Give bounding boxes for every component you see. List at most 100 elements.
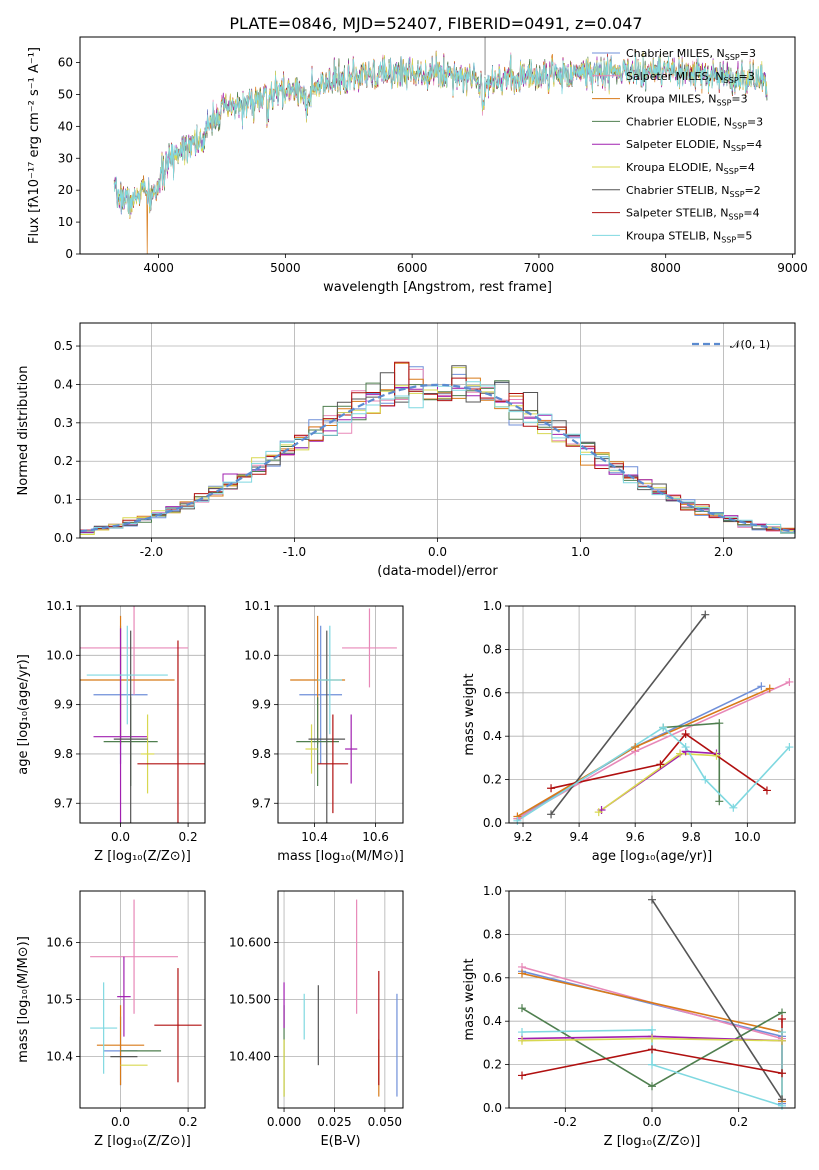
y-tick-label: 9.8 (252, 747, 271, 761)
errorbar-point-3 (296, 697, 339, 787)
y-tick-label: 0.0 (483, 1101, 502, 1115)
weight-marker (715, 719, 724, 728)
legend-sub: SSP (724, 76, 739, 85)
y-tick-label: 10.1 (244, 599, 271, 613)
x-tick-label: 0.0 (111, 830, 130, 844)
legend-name: Salpeter MILES, N (626, 70, 724, 83)
weight-marker (518, 1036, 526, 1045)
legend-name: Chabrier ELODIE, N (626, 115, 732, 128)
weight-marker (681, 743, 690, 752)
legend-sub: SSP (716, 99, 731, 108)
y-axis-label: mass [log₁₀(M/M⊙)] (16, 936, 31, 1063)
weight-marker (547, 810, 556, 819)
x-axis-label: Z [log₁₀(Z/Z⊙)] (94, 1134, 191, 1149)
y-tick-label: 0.4 (54, 377, 73, 391)
x-tick-label: 9000 (777, 261, 808, 275)
weight-marker (715, 797, 724, 806)
x-tick-label: 1.0 (571, 545, 590, 559)
y-axis-label: mass weight (462, 673, 477, 755)
weight-marker (648, 1060, 656, 1069)
weight-marker (648, 1045, 656, 1054)
weight-series-7 (550, 732, 768, 792)
legend-entry-normal: 𝒩(0, 1) (730, 338, 770, 351)
y-tick-label: 10.0 (244, 648, 271, 662)
weight-marker (659, 723, 668, 732)
y-axis-label: mass weight (462, 958, 477, 1040)
plot-area (90, 899, 202, 1086)
legend-n: =3 (740, 47, 756, 60)
weight-marker (681, 730, 690, 739)
weight-marker (778, 1028, 786, 1037)
weight-marker (518, 969, 526, 978)
legend-name: Salpeter ELODIE, N (626, 138, 731, 151)
errorbar-point-2 (96, 1005, 145, 1086)
y-tick-label: 0.1 (54, 493, 73, 507)
x-tick-label: 4000 (143, 261, 174, 275)
x-tick-label: 9.2 (513, 830, 532, 844)
plot-area (290, 608, 397, 823)
y-axis-label: Flux [fλ10⁻¹⁷ erg cm⁻² s⁻¹ A⁻¹] (27, 47, 42, 244)
y-tick-label: 9.9 (252, 698, 271, 712)
x-tick-label: 0.0 (111, 1115, 130, 1129)
x-tick-label: 0.0 (428, 545, 447, 559)
errorbar-point-8 (317, 625, 343, 735)
weight-series-6 (550, 614, 706, 815)
y-tick-label: 10.600 (229, 935, 271, 949)
weight-marker (729, 803, 738, 812)
legend-entry-1: Salpeter MILES, NSSP=3 (626, 70, 755, 85)
y-tick-label: 0.4 (483, 729, 502, 743)
panel-mass-weight-vs-Z: -0.2 0.0 0.2 0.0 0.2 0.4 0.6 0.8 1.0 Z [log₁₀(Z/Z… (462, 884, 796, 1149)
y-tick-label: 0.4 (483, 1014, 502, 1028)
x-tick-label: 10.4 (301, 830, 328, 844)
legend-name: Kroupa MILES, N (626, 93, 716, 106)
y-tick-label: 0.2 (483, 773, 502, 787)
x-axis-label: mass [log₁₀(M/M⊙)] (277, 849, 404, 864)
weight-marker (648, 1082, 656, 1091)
legend-sub: SSP (732, 121, 747, 130)
panel-spectrum: 4000 5000 6000 7000 8000 9000 0 10 20 30 40 50 60 wav… (27, 36, 808, 295)
x-tick-label: -2.0 (140, 545, 163, 559)
y-tick-label: 0.3 (54, 416, 73, 430)
errorbar-point-8 (86, 625, 168, 725)
weight-marker (676, 749, 685, 758)
x-axis-label: age [log₁₀(age/yr)] (592, 849, 713, 864)
x-tick-label: 0.0 (642, 1115, 661, 1129)
legend-name: Kroupa ELODIE, N (626, 161, 724, 174)
y-tick-label: 0 (65, 247, 73, 261)
x-tick-label: 0.025 (317, 1115, 351, 1129)
weight-marker (712, 751, 721, 760)
legend-sub: SSP (721, 235, 736, 244)
panel-mass-vs-Z: 0.0 0.2 10.4 10.5 10.6 Z [log₁₀(Z/Z⊙)] mass [l… (16, 890, 206, 1149)
x-axis-label: Z [log₁₀(Z/Z⊙)] (94, 849, 191, 864)
y-tick-label: 1.0 (483, 599, 502, 613)
legend-n: =3 (739, 70, 755, 83)
weight-marker (513, 816, 522, 825)
errorbar-point-8 (90, 982, 118, 1074)
y-tick-label: 0.8 (483, 642, 502, 656)
y-tick-label: 50 (58, 87, 73, 101)
weight-marker (701, 775, 710, 784)
axes-frame (508, 605, 796, 824)
weight-marker (518, 1028, 526, 1037)
weight-marker (785, 677, 794, 686)
x-tick-label: 0.2 (179, 1115, 198, 1129)
plot-area (516, 614, 790, 822)
panel-residuals: -2.0 -1.0 0.0 1.0 2.0 0.0 0.1 0.2 0.3 0.4 0.5 (data… (16, 322, 796, 579)
weight-marker (765, 684, 774, 693)
x-tick-label: 9.4 (570, 830, 589, 844)
legend-entry-7: Salpeter STELIB, NSSP=4 (626, 207, 760, 222)
x-tick-label: 7000 (524, 261, 555, 275)
legend-sub: SSP (728, 213, 743, 222)
histogram-series-8 (80, 381, 795, 534)
errorbar-point-0 (299, 625, 343, 764)
axes-frame (79, 36, 796, 255)
y-tick-label: 10.0 (46, 648, 73, 662)
errorbar-point-6 (308, 630, 346, 823)
y-axis-label: Normed distribution (16, 366, 31, 496)
weight-marker (648, 1034, 656, 1043)
x-tick-label: 9.8 (682, 830, 701, 844)
weight-marker (762, 786, 771, 795)
y-tick-label: 0.0 (54, 531, 73, 545)
panel-mass-vs-EBV: 0.000 0.025 0.050 10.400 10.500 10.600 E(B-V) (229, 890, 404, 1149)
